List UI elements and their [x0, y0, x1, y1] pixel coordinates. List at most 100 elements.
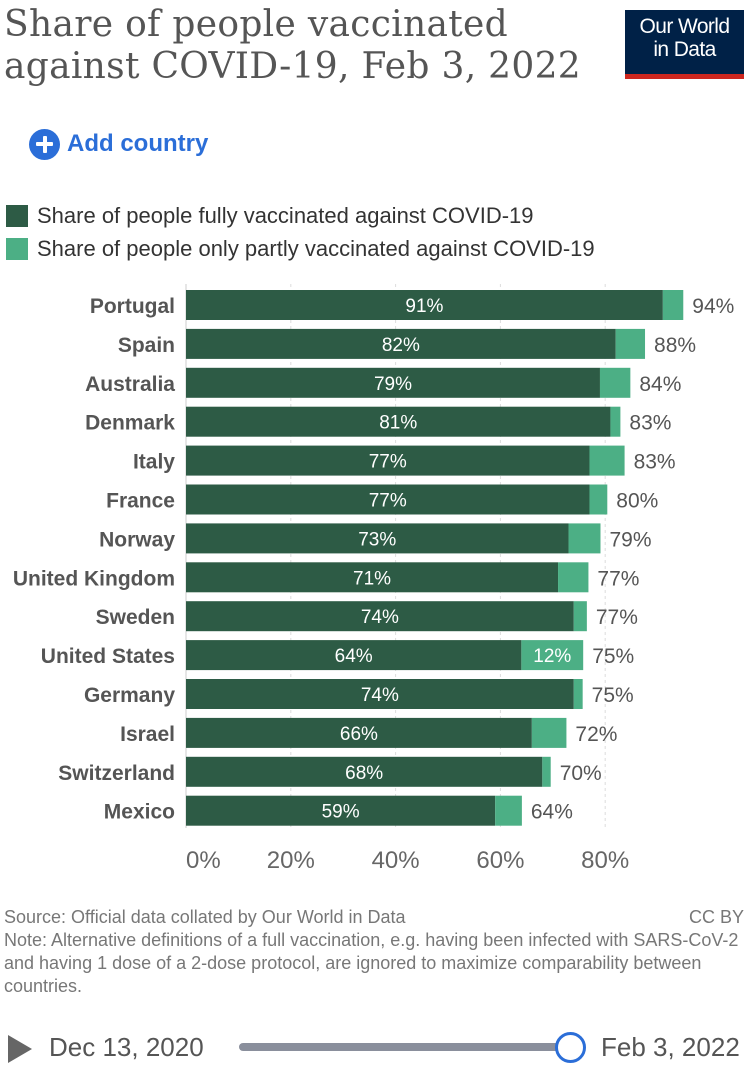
x-tick-label: 80% [581, 847, 629, 874]
legend-label-partly: Share of people only partly vaccinated a… [37, 235, 595, 261]
footer: Source: Official data collated by Our Wo… [4, 906, 744, 998]
logo-stripe [625, 74, 744, 79]
bar-partly [495, 795, 522, 826]
bar-label-fully: 81% [379, 413, 417, 434]
x-tick-label: 0% [186, 847, 221, 874]
x-tick-label: 40% [372, 847, 420, 874]
category-label: France [106, 490, 175, 513]
timeline-handle[interactable] [555, 1032, 586, 1063]
timeline-end-date[interactable]: Feb 3, 2022 [601, 1032, 740, 1062]
bar-partly [568, 523, 601, 554]
bar-partly [589, 445, 625, 476]
play-icon[interactable] [8, 1035, 32, 1063]
category-label: Germany [84, 684, 175, 707]
bar-partly [599, 367, 631, 398]
chart-title: Share of people vaccinated against COVID… [4, 4, 582, 87]
bar-fully [186, 601, 574, 632]
x-tick-label: 60% [476, 847, 524, 874]
bar-fully [186, 290, 663, 320]
bar-fully [186, 523, 569, 554]
bar-fully [186, 406, 611, 437]
note-text: Note: Alternative definitions of a full … [4, 930, 739, 996]
bar-label-total: 84% [639, 373, 681, 396]
bar-label-fully: 82% [382, 335, 420, 356]
bar-label-fully: 68% [345, 763, 383, 784]
category-label: Portugal [90, 295, 175, 318]
bar-partly [610, 406, 621, 437]
bar-chart: Portugal 91% 94% Spain 82% 88% Australia 79% 84%… [13, 284, 734, 874]
bar-label-fully: 73% [358, 529, 396, 550]
category-label: Sweden [96, 606, 175, 629]
bar-label-total: 72% [575, 723, 617, 746]
add-country-label: Add country [67, 130, 209, 157]
plus-circle-icon [29, 128, 60, 160]
bar-fully [186, 367, 600, 398]
timeline-start-date[interactable]: Dec 13, 2020 [49, 1032, 204, 1062]
bar-partly [531, 717, 567, 748]
bar-partly [662, 290, 684, 320]
bar-fully [186, 562, 559, 593]
license-link[interactable]: CC BY [688, 907, 744, 927]
bar-label-fully: 77% [369, 491, 407, 512]
bar-label-fully: 91% [405, 296, 443, 317]
owid-logo[interactable]: Our World in Data [625, 10, 744, 79]
logo-line-2: in Data [653, 38, 716, 61]
category-label: Switzerland [58, 762, 175, 785]
bar-label-total: 88% [654, 334, 696, 357]
bar-label-total: 77% [596, 606, 638, 629]
bar-label-total: 94% [692, 295, 734, 318]
legend-swatch-partly [6, 237, 28, 260]
bar-label-fully: 66% [340, 724, 378, 745]
bar-fully [186, 717, 532, 748]
logo-line-1: Our World [639, 15, 731, 38]
category-label: Denmark [85, 412, 175, 435]
bar-label-fully: 64% [335, 646, 373, 667]
bar-fully [186, 445, 590, 476]
bar-partly [615, 328, 646, 359]
legend-swatch-fully [6, 204, 28, 227]
bar-partly [542, 756, 551, 787]
category-label: Israel [120, 723, 175, 746]
legend-item-fully[interactable]: Share of people fully vaccinated against… [6, 199, 595, 232]
category-label: United States [41, 645, 175, 668]
bar-partly [589, 484, 608, 515]
category-label: Australia [85, 373, 175, 396]
timeline-track[interactable] [239, 1043, 571, 1051]
bar-label-total: 75% [592, 684, 634, 707]
x-tick-label: 20% [267, 847, 315, 874]
bar-partly [573, 601, 587, 632]
category-label: Norway [99, 528, 175, 551]
bar-fully [186, 795, 496, 826]
category-label: Spain [118, 334, 175, 357]
legend: Share of people fully vaccinated against… [6, 199, 595, 265]
bar-partly [521, 640, 584, 671]
bar-fully [186, 640, 522, 671]
bar-label-total: 77% [597, 567, 639, 590]
bar-label-fully: 77% [369, 452, 407, 473]
bar-label-fully: 59% [322, 802, 360, 823]
bar-partly [573, 679, 583, 709]
bar-label-total: 83% [629, 412, 671, 435]
source-text: Source: Official data collated by Our Wo… [4, 907, 406, 927]
category-label: United Kingdom [13, 567, 175, 590]
bar-label-total: 70% [560, 762, 602, 785]
legend-label-fully: Share of people fully vaccinated against… [37, 202, 534, 228]
bar-label-total: 80% [616, 490, 658, 513]
bar-label-total: 75% [592, 645, 634, 668]
bar-label-total: 64% [531, 801, 573, 824]
logo-text: Our World in Data [625, 15, 744, 61]
bar-fully [186, 484, 590, 515]
category-label: Italy [133, 451, 175, 474]
bar-label-partly: 12% [533, 646, 571, 667]
bar-label-fully: 79% [374, 374, 412, 395]
bar-label-fully: 74% [361, 607, 399, 628]
bar-fully [186, 679, 574, 709]
timeline: Dec 13, 2020 Feb 3, 2022 [0, 1024, 756, 1072]
bar-partly [558, 562, 589, 593]
add-country-button[interactable]: Add country [29, 128, 208, 160]
category-label: Mexico [104, 801, 175, 824]
legend-item-partly[interactable]: Share of people only partly vaccinated a… [6, 232, 595, 265]
bar-label-total: 79% [609, 528, 651, 551]
bar-label-fully: 71% [353, 568, 391, 589]
bar-fully [186, 328, 616, 359]
